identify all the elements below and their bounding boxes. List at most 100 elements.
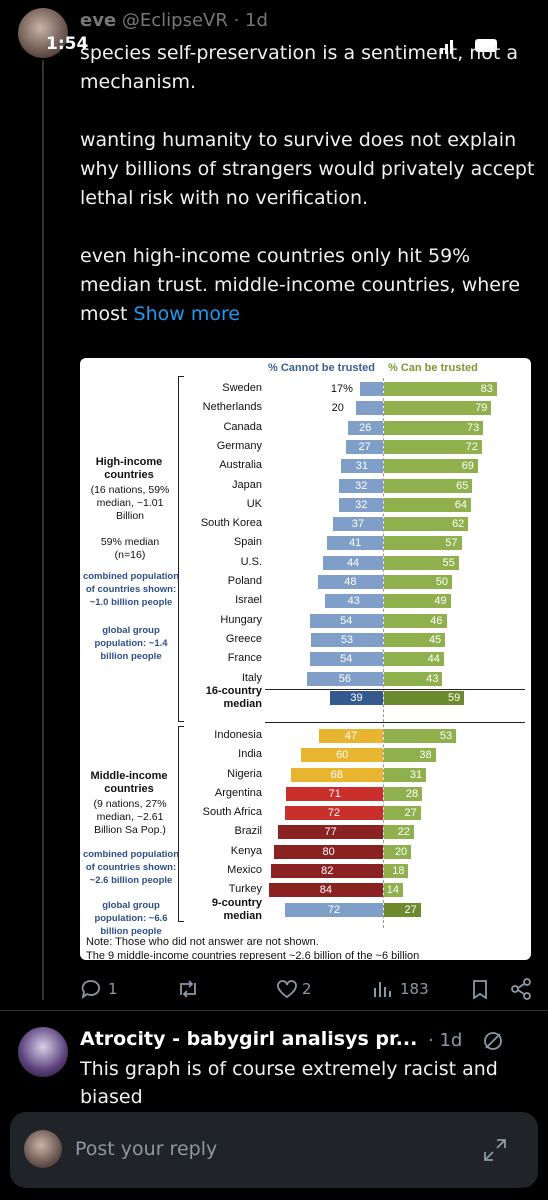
bar [384,420,484,435]
value-label: 27 [404,904,417,916]
chart-image[interactable]: High-income countries (16 nations, 59% m… [80,358,531,960]
category-label: Brazil [234,825,262,838]
reply-author[interactable]: Atrocity - babygirl analisys pr... [80,1028,418,1050]
category-label: Spain [233,536,262,549]
views-count: 183 [400,980,429,998]
category-label: Netherlands [202,401,262,414]
category-label: Greece [225,632,262,645]
reply-text: This graph is of course extremely racist… [80,1058,498,1108]
views-icon[interactable] [372,978,392,1000]
bookmark-icon[interactable] [470,978,490,1000]
value-label: 49 [434,595,447,608]
mute-icon[interactable] [482,1030,504,1052]
bar [332,517,383,532]
group-details: (16 nations, 59% median, ~1.01 Billion [90,484,170,522]
action-bar: 1 2 183 [80,976,540,1004]
bar [323,555,383,570]
author-name[interactable]: eve [80,10,117,31]
share-icon[interactable] [510,978,532,1000]
bar [384,536,462,551]
bar [384,806,421,820]
reply-icon[interactable] [80,978,102,1000]
value-label: 27 [404,807,417,819]
value-label: 31 [355,460,369,473]
value-label: 27 [358,440,371,453]
value-label: 53 [439,730,453,742]
bar [310,632,383,647]
bar [384,382,497,396]
center-line [383,378,384,928]
post-body: species self-preservation is a sentiment… [80,39,540,329]
author-avatar[interactable] [18,8,68,58]
category-label: Japan [232,478,262,491]
value-label: 41 [348,537,362,550]
value-label: 82 [321,864,334,877]
bar [285,806,383,820]
bar [384,497,472,512]
category-label: Canada [223,420,262,433]
status-icons [440,39,497,54]
separator [0,1010,548,1011]
category-label: Turkey [228,883,262,895]
expand-icon[interactable] [482,1137,508,1163]
bar [384,863,409,878]
value-label: 62 [452,518,465,531]
bar [384,729,457,743]
category-label: UK [246,497,262,510]
value-label: 18 [392,864,405,877]
bar [329,691,383,705]
bar [271,863,383,878]
value-label: 64 [454,498,468,511]
group-combined: combined population of countries shown: … [82,571,180,608]
show-more[interactable]: Show more [133,303,241,325]
value-label: 69 [461,460,474,473]
bar [384,844,412,859]
bar [306,671,383,686]
category-label: Argentina [214,786,262,799]
value-label: 43 [347,595,360,608]
note: Note: Those who did not answer are not s… [86,936,319,948]
value-label: 68 [330,768,343,781]
bar [340,459,383,474]
value-label: 31 [409,768,423,781]
bar [339,478,383,493]
bar [309,613,383,628]
author-row: eve @EclipseVR · 1d [80,10,268,31]
reply-avatar[interactable] [18,1027,68,1077]
category-label: 9-country median [211,897,262,922]
bar [278,825,383,840]
bar [384,671,443,686]
bar [384,555,459,570]
value-label: 56 [338,672,352,685]
bar [384,459,478,474]
value-label: 84 [319,884,332,896]
value-label: 80 [322,845,335,858]
legend-label: % Can be trusted [388,362,478,374]
category-label: Israel [235,594,262,607]
value-label: 43 [426,672,439,685]
category-label: Kenya [230,844,262,857]
value-label: 65 [456,479,469,492]
composer[interactable]: Post your reply [10,1112,538,1188]
legend-label: % Cannot be trusted [268,362,375,374]
group-median: 59% median (n=16) [100,536,160,561]
value-label: 60 [336,749,349,762]
bar [384,883,404,897]
value-label: 83 [480,383,493,395]
bar [324,594,383,609]
composer-placeholder[interactable]: Post your reply [75,1138,218,1160]
value-label: 53 [340,633,354,646]
bar [285,903,383,917]
bar [384,594,451,609]
bar [339,497,383,512]
like-icon[interactable] [276,978,298,1000]
value-label: 44 [346,556,360,569]
repost-icon[interactable] [176,978,200,1000]
bar [384,575,452,589]
value-label: 79 [475,402,488,415]
bar [384,748,436,763]
category-label: 16-country median [205,685,262,710]
value-label: 17% [330,383,353,395]
value-label: 47 [344,730,358,742]
